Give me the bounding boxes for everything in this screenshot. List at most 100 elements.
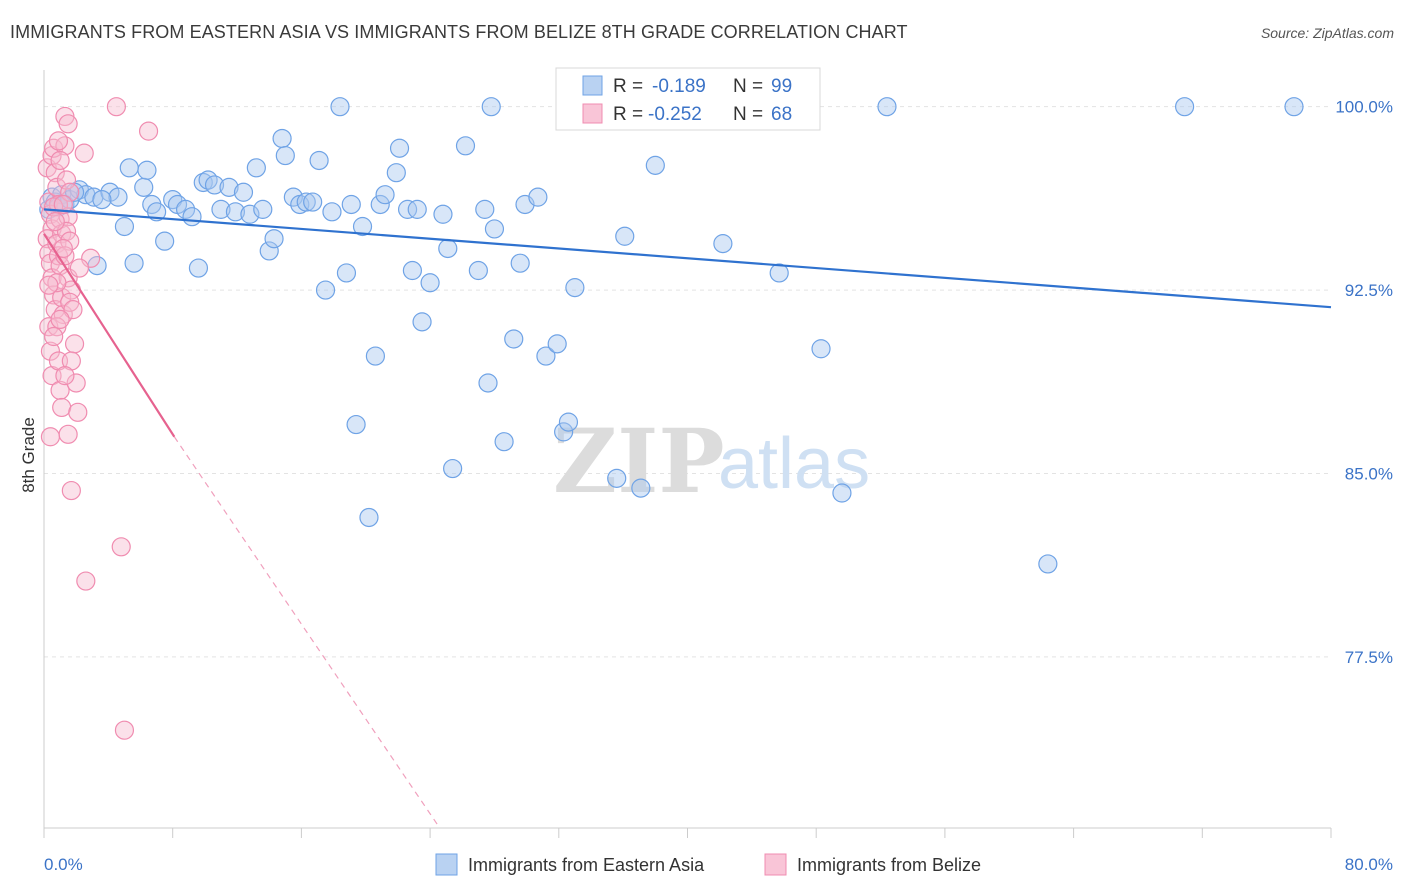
- point-belize: [39, 275, 59, 295]
- point-eastern-asia: [811, 339, 831, 359]
- series-eastern-asia: [39, 97, 1304, 574]
- point-eastern-asia: [225, 202, 246, 222]
- point-eastern-asia: [272, 128, 292, 149]
- legend-r-value: -0.189: [652, 76, 706, 97]
- legend-n-value: 68: [771, 104, 792, 125]
- point-belize: [40, 427, 61, 447]
- point-belize: [66, 373, 86, 393]
- bottom-legend-swatch-asia: [435, 853, 458, 876]
- point-eastern-asia: [478, 373, 498, 393]
- y-tick-label: 92.5%: [1345, 281, 1393, 300]
- chart-source: Source: ZipAtlas.com: [1260, 25, 1394, 41]
- point-eastern-asia: [204, 175, 225, 195]
- point-belize: [40, 341, 61, 361]
- point-eastern-asia: [1175, 97, 1195, 117]
- axes: [43, 70, 1332, 838]
- point-eastern-asia: [365, 346, 386, 366]
- point-eastern-asia: [510, 253, 530, 273]
- point-eastern-asia: [1284, 97, 1304, 117]
- point-belize: [69, 258, 89, 278]
- point-belize: [56, 170, 77, 190]
- point-eastern-asia: [92, 189, 112, 210]
- x-tick-label: 80.0%: [1345, 855, 1393, 874]
- point-belize: [50, 309, 70, 330]
- point-eastern-asia: [240, 204, 260, 224]
- watermark-atlas: atlas: [718, 424, 870, 504]
- point-belize: [47, 273, 67, 293]
- point-eastern-asia: [219, 177, 239, 197]
- point-eastern-asia: [119, 158, 139, 178]
- legend-r-label: R =: [613, 104, 643, 125]
- point-eastern-asia: [352, 216, 373, 237]
- point-eastern-asia: [832, 483, 852, 503]
- point-eastern-asia: [303, 192, 323, 212]
- point-eastern-asia: [375, 185, 395, 205]
- point-belize: [74, 143, 94, 163]
- point-eastern-asia: [330, 97, 350, 117]
- point-belize: [76, 571, 96, 591]
- point-eastern-asia: [607, 468, 627, 488]
- point-eastern-asia: [322, 202, 342, 222]
- legend-swatch-belize: [582, 103, 603, 124]
- point-eastern-asia: [433, 204, 453, 224]
- point-eastern-asia: [253, 199, 273, 219]
- point-belize: [39, 317, 59, 337]
- point-eastern-asia: [233, 182, 254, 202]
- point-eastern-asia: [558, 412, 579, 432]
- point-eastern-asia: [336, 263, 357, 283]
- bottom-legend: Immigrants from Eastern Asia Immigrants …: [435, 853, 981, 876]
- point-belize: [53, 194, 73, 215]
- point-eastern-asia: [275, 145, 295, 166]
- series-belize: [37, 97, 159, 740]
- point-belize: [63, 300, 83, 320]
- watermark-zip: ZIP: [553, 409, 725, 513]
- bottom-legend-label-asia: Immigrants from Eastern Asia: [468, 855, 705, 875]
- point-eastern-asia: [481, 97, 501, 117]
- point-eastern-asia: [296, 192, 316, 212]
- point-eastern-asia: [188, 258, 209, 278]
- y-tick-label: 85.0%: [1345, 464, 1393, 483]
- point-eastern-asia: [420, 273, 440, 293]
- point-belize: [44, 285, 64, 305]
- point-belize: [61, 480, 81, 501]
- point-eastern-asia: [536, 346, 556, 366]
- legend-r-value: -0.252: [648, 104, 702, 125]
- point-eastern-asia: [397, 199, 418, 219]
- bottom-legend-label-belize: Immigrants from Belize: [797, 855, 981, 875]
- point-eastern-asia: [484, 219, 505, 239]
- point-eastern-asia: [155, 231, 175, 251]
- point-eastern-asia: [528, 187, 548, 207]
- y-tick-label: 77.5%: [1345, 648, 1393, 667]
- point-eastern-asia: [283, 187, 303, 207]
- point-eastern-asia: [124, 253, 144, 273]
- point-belize: [52, 397, 72, 418]
- point-belize: [60, 231, 80, 251]
- point-eastern-asia: [346, 414, 366, 435]
- point-belize: [60, 182, 80, 202]
- point-eastern-asia: [468, 260, 488, 281]
- point-eastern-asia: [315, 280, 336, 300]
- point-belize: [106, 97, 126, 117]
- point-eastern-asia: [1038, 554, 1058, 574]
- trend-line-belize-extension: [173, 436, 441, 829]
- point-eastern-asia: [494, 432, 514, 452]
- x-tick-label: 0.0%: [44, 855, 83, 874]
- point-eastern-asia: [182, 207, 202, 227]
- trend-line-belize: [43, 233, 176, 438]
- point-eastern-asia: [264, 229, 284, 249]
- point-belize: [47, 177, 67, 197]
- legend-n-label: N =: [733, 76, 763, 97]
- point-eastern-asia: [455, 136, 476, 156]
- legend-r-label: R =: [613, 76, 643, 97]
- point-eastern-asia: [147, 202, 167, 222]
- point-eastern-asia: [259, 241, 279, 261]
- point-eastern-asia: [134, 177, 154, 197]
- point-eastern-asia: [504, 329, 524, 349]
- point-eastern-asia: [370, 194, 390, 215]
- y-tick-label: 100.0%: [1335, 98, 1393, 117]
- trend-lines: [43, 208, 1332, 829]
- point-belize: [68, 402, 88, 422]
- point-eastern-asia: [645, 155, 665, 175]
- point-eastern-asia: [211, 199, 231, 219]
